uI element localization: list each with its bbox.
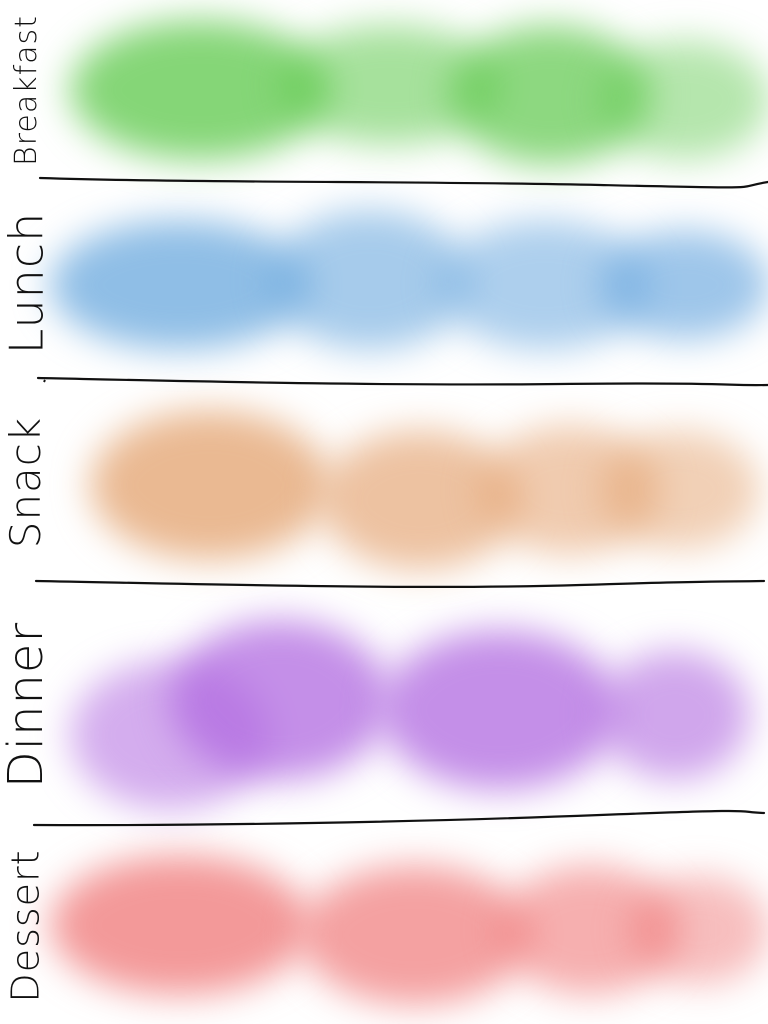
lunch-label: Lunch	[0, 185, 52, 380]
dinner-color-band	[0, 590, 768, 820]
snack-blob	[90, 410, 330, 560]
breakfast-label: Breakfast	[0, 0, 52, 180]
dinner-blob	[600, 650, 750, 780]
breakfast-label-text: Breakfast	[9, 15, 44, 166]
snack-blob	[480, 425, 660, 555]
snack-blob	[600, 430, 760, 550]
snack-blob	[320, 430, 520, 570]
dessert-blob	[500, 865, 680, 995]
dessert-label: Dessert	[0, 828, 52, 1024]
label-edge-stroke	[44, 380, 45, 382]
breakfast-blob	[450, 25, 650, 165]
lunch-blob	[440, 220, 650, 350]
lunch-blob	[270, 210, 470, 350]
breakfast-blob	[600, 40, 768, 160]
dessert-blob	[300, 865, 530, 1005]
dinner-blob	[380, 630, 620, 790]
breakfast-blob	[280, 25, 500, 145]
divider-line	[36, 581, 764, 587]
breakfast-blob	[70, 20, 330, 160]
divider-line	[34, 811, 764, 825]
dessert-label-text: Dessert	[4, 849, 48, 1002]
lunch-blob	[50, 220, 310, 350]
lunch-color-band	[0, 190, 768, 380]
lunch-label-text: Lunch	[0, 211, 53, 354]
divider-line	[40, 178, 768, 187]
breakfast-color-band	[0, 0, 768, 180]
lunch-blob	[600, 230, 768, 340]
dinner-blob	[170, 620, 390, 780]
dinner-label: Dinner	[0, 585, 52, 825]
dessert-color-band	[0, 835, 768, 1024]
snack-label: Snack	[0, 385, 52, 580]
snack-label-text: Snack	[2, 417, 51, 548]
dessert-blob	[630, 875, 768, 985]
snack-color-band	[0, 390, 768, 580]
dinner-label-text: Dinner	[0, 622, 54, 788]
dinner-blob	[70, 660, 270, 810]
dessert-blob	[50, 855, 310, 995]
divider-line	[38, 378, 768, 385]
